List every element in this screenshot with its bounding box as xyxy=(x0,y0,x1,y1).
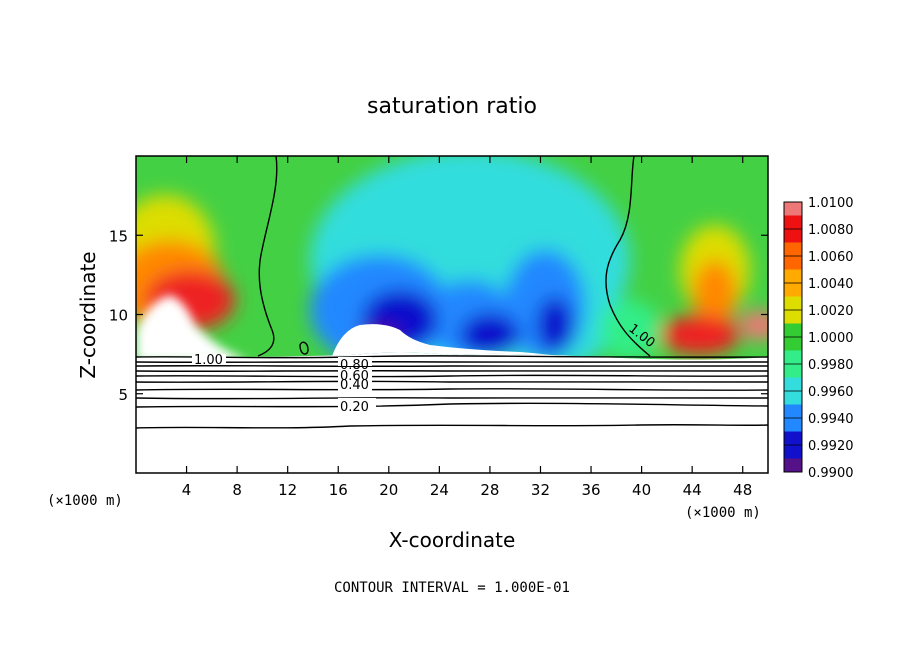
colorbar-label: 0.9920 xyxy=(808,439,854,454)
x-tick-label: 40 xyxy=(632,481,651,499)
contour-interval-note: CONTOUR INTERVAL = 1.000E-01 xyxy=(334,580,570,596)
colorbar-cell xyxy=(784,445,802,459)
colorbar-label: 0.9960 xyxy=(808,385,854,400)
chart-title: saturation ratio xyxy=(367,94,537,119)
colorbar-label: 1.0040 xyxy=(808,277,854,292)
y-tick-label: 15 xyxy=(109,227,128,245)
colorbar-cell xyxy=(784,337,802,351)
x-tick-label: 4 xyxy=(182,481,192,499)
colorbar-label: 1.0080 xyxy=(808,223,854,238)
field-blob-pink-right xyxy=(740,310,768,340)
x-axis-ticks: 4 8 12 16 20 24 28 32 36 40 44 48 xyxy=(182,156,752,499)
x-tick-label: 48 xyxy=(733,481,752,499)
plot-area: 1.00 1.00 0.80 0.60 0.40 0.20 4 8 12 16 20 24… xyxy=(109,155,769,499)
colorbar-cell xyxy=(784,256,802,270)
contour-0-20 xyxy=(136,402,768,408)
colorbar-cell xyxy=(784,364,802,378)
y-tick-label: 5 xyxy=(118,386,128,404)
field-blob-red-right xyxy=(660,315,740,355)
contour-0-10 xyxy=(136,424,768,429)
y-axis-label: Z-coordinate xyxy=(76,251,100,378)
contour-lines xyxy=(136,156,768,429)
contour-label-0-80: 0.80 xyxy=(340,358,369,373)
colorbar-cell xyxy=(784,215,802,230)
field-void-left xyxy=(136,295,250,360)
colorbar-cell xyxy=(784,229,802,243)
colorbar-cell xyxy=(784,269,802,284)
y-axis-ticks: 5 10 15 xyxy=(109,227,768,404)
colorbar-cell xyxy=(784,350,802,365)
colorbar-cell xyxy=(784,391,802,405)
colorbar-label: 1.0100 xyxy=(808,196,854,211)
x-tick-label: 16 xyxy=(329,481,348,499)
colorbar-cell xyxy=(784,296,802,311)
contour-1-00-left xyxy=(257,156,278,357)
colorbar-label: 1.0020 xyxy=(808,304,854,319)
colorbar-cell xyxy=(784,310,802,324)
colorbar-label: 1.0060 xyxy=(808,250,854,265)
x-tick-label: 12 xyxy=(278,481,297,499)
colorbar-label: 0.9900 xyxy=(808,466,854,481)
colorbar-cell xyxy=(784,418,802,432)
x-tick-label: 20 xyxy=(379,481,398,499)
colorbar-cell xyxy=(784,283,802,297)
contour-0-70 xyxy=(136,370,768,372)
contour-0-50 xyxy=(136,380,768,383)
contour-1-00-right xyxy=(605,156,651,357)
colorbar-cell xyxy=(784,377,802,392)
colorbar-cells xyxy=(784,202,802,473)
x-tick-label: 44 xyxy=(683,481,702,499)
x-unit-right: (×1000 m) xyxy=(685,505,761,521)
colorbar-label: 1.0000 xyxy=(808,331,854,346)
colorbar: 1.0100 1.0080 1.0060 1.0040 1.0020 1.0000 0.99… xyxy=(783,196,854,481)
contour-0-60 xyxy=(136,374,768,378)
contour-1-00-small-loop xyxy=(299,341,309,355)
colorbar-cell xyxy=(784,202,802,216)
field-blob-darkblue-2 xyxy=(460,313,520,357)
x-tick-label: 24 xyxy=(430,481,449,499)
colorbar-cell xyxy=(784,242,802,257)
colorbar-cell xyxy=(784,323,802,338)
field-blob-orange-right xyxy=(693,260,737,330)
x-axis-label: X-coordinate xyxy=(389,528,516,552)
contour-0-80 xyxy=(136,365,768,367)
y-tick-label: 10 xyxy=(109,307,128,325)
contour-label-0-40: 0.40 xyxy=(340,378,369,393)
field-blob-darkblue-3 xyxy=(537,297,573,353)
colorbar-cell xyxy=(784,431,802,446)
colorbar-label: 0.9980 xyxy=(808,358,854,373)
contour-0-30 xyxy=(136,397,768,400)
x-tick-label: 36 xyxy=(581,481,600,499)
colorbar-cell xyxy=(784,458,802,473)
saturation-field xyxy=(136,156,768,360)
contour-0-40 xyxy=(136,388,768,391)
contour-label-0-20: 0.20 xyxy=(340,400,369,415)
x-tick-label: 8 xyxy=(232,481,242,499)
x-tick-label: 28 xyxy=(480,481,499,499)
x-unit-left: (×1000 m) xyxy=(47,493,123,509)
contour-0-90 xyxy=(136,361,768,363)
x-tick-label: 32 xyxy=(531,481,550,499)
contour-label-left: 1.00 xyxy=(194,353,223,368)
colorbar-cell xyxy=(784,404,802,419)
colorbar-label: 0.9940 xyxy=(808,412,854,427)
colorbar-labels: 1.0100 1.0080 1.0060 1.0040 1.0020 1.0000 0.99… xyxy=(784,196,854,481)
